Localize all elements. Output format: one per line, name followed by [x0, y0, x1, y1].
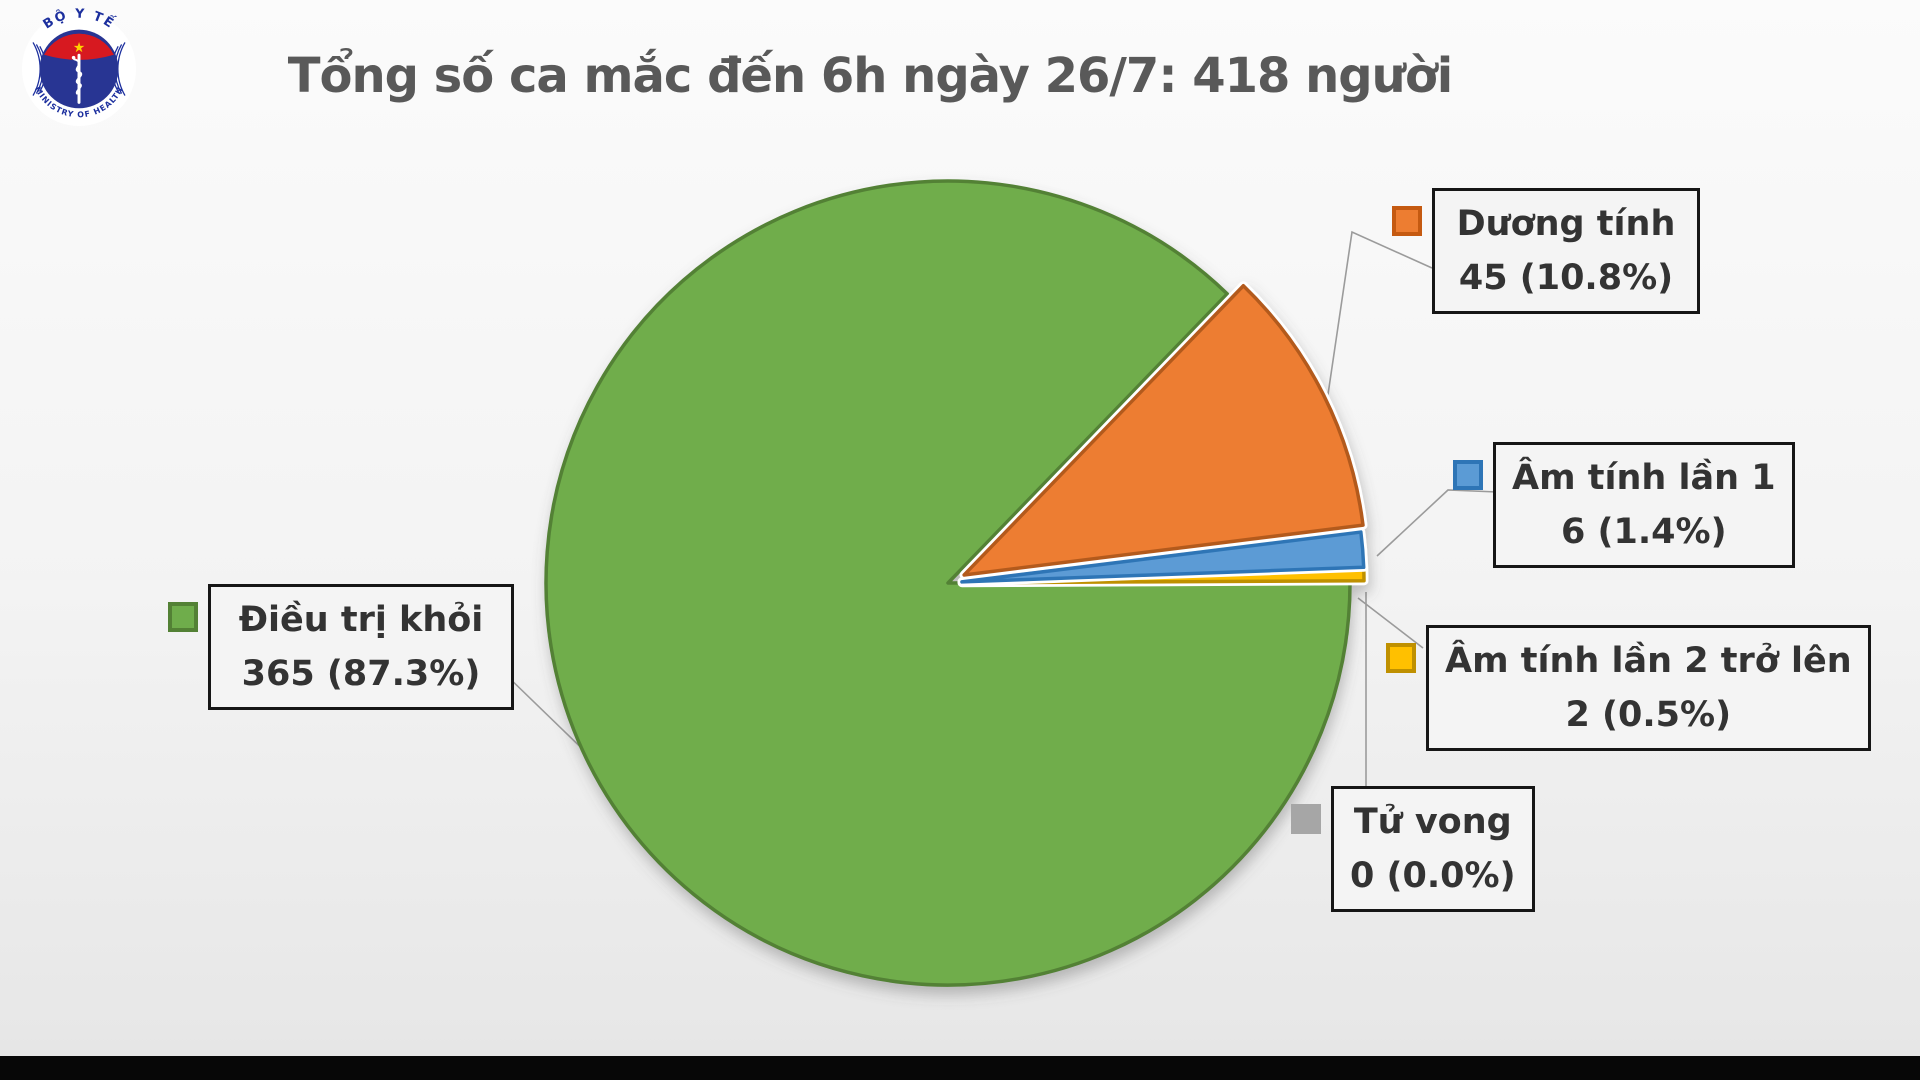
legend-swatch-dieu-tri-khoi	[168, 602, 198, 632]
callout-label-duong-tinh: Dương tính	[1456, 204, 1676, 244]
callout-am-tinh-lan-2: Âm tính lần 2 trở lên 2 (0.5%)	[1386, 625, 1871, 751]
pie-slice-dieu-tri-khoi	[544, 179, 1352, 987]
callout-am-tinh-lan-1: Âm tính lần 1 6 (1.4%)	[1453, 442, 1795, 568]
callout-duong-tinh: Dương tính 45 (10.8%)	[1392, 188, 1700, 314]
logo-star: ★	[73, 40, 85, 56]
callout-label-am-tinh-lan-1: Âm tính lần 1	[1512, 458, 1776, 498]
callout-dieu-tri-khoi: Điều trị khỏi 365 (87.3%)	[168, 584, 514, 710]
chart-title: Tổng số ca mắc đến 6h ngày 26/7: 418 ngư…	[287, 48, 1454, 104]
leader-line-am-tinh-lan-2-tro-len	[1357, 597, 1424, 649]
ministry-of-health-logo: ★ BỘ Y TẾ MINISTRY OF HEALTH	[21, 7, 137, 126]
callout-tu-vong: Tử vong 0 (0.0%)	[1291, 786, 1535, 912]
callout-label-tu-vong: Tử vong	[1353, 802, 1512, 842]
callout-value-am-tinh-lan-2: 2 (0.5%)	[1565, 695, 1732, 735]
legend-swatch-am-tinh-lan-1	[1453, 460, 1483, 490]
callout-value-duong-tinh: 45 (10.8%)	[1458, 258, 1674, 298]
legend-swatch-duong-tinh	[1392, 206, 1422, 236]
callout-label-am-tinh-lan-2: Âm tính lần 2 trở lên	[1445, 641, 1852, 681]
legend-swatch-tu-vong	[1291, 804, 1321, 834]
logo-staff-and-snake	[71, 53, 83, 104]
legend-swatch-am-tinh-lan-2	[1386, 643, 1416, 673]
leader-line-am-tinh-lan-1	[1376, 489, 1498, 557]
bottom-bar	[0, 1056, 1920, 1080]
callout-value-dieu-tri-khoi: 365 (87.3%)	[241, 654, 481, 694]
callout-value-am-tinh-lan-1: 6 (1.4%)	[1560, 512, 1727, 552]
pie-slice-duong-tinh	[962, 284, 1365, 577]
pie-slice-am-tinh-lan-1	[960, 530, 1366, 584]
callout-value-tu-vong: 0 (0.0%)	[1350, 856, 1516, 896]
leader-line-duong-tinh	[1325, 230, 1433, 409]
callout-label-dieu-tri-khoi: Điều trị khỏi	[238, 600, 484, 640]
